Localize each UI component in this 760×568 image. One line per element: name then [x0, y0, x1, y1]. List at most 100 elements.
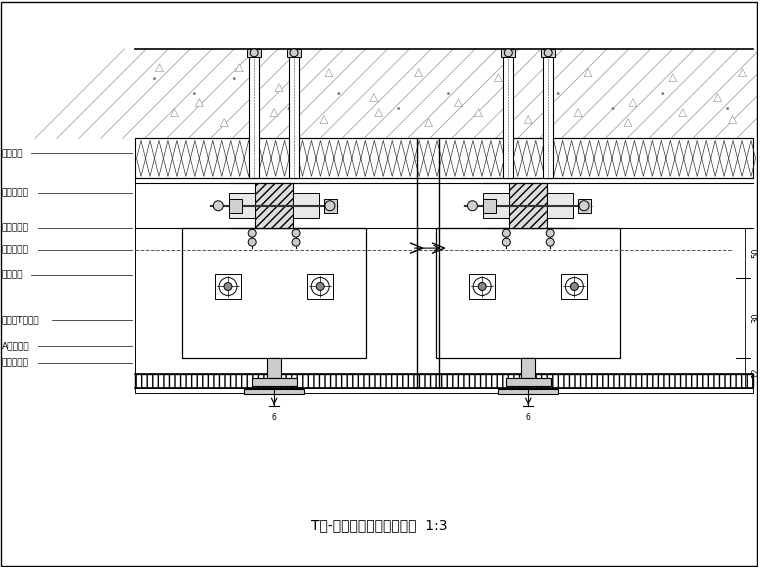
Bar — [255, 183, 293, 228]
Text: T型-陶瓷板干挂横剖节点图  1:3: T型-陶瓷板干挂横剖节点图 1:3 — [311, 518, 447, 532]
Polygon shape — [524, 115, 532, 123]
Polygon shape — [714, 94, 722, 102]
Polygon shape — [320, 115, 328, 123]
Bar — [135, 49, 752, 139]
Circle shape — [505, 49, 512, 57]
Text: 光学锚栓: 光学锚栓 — [2, 149, 24, 158]
Polygon shape — [270, 108, 278, 116]
Polygon shape — [220, 119, 228, 127]
Text: 连接角码: 连接角码 — [2, 270, 24, 279]
Polygon shape — [375, 108, 383, 116]
Circle shape — [507, 107, 509, 110]
Circle shape — [473, 278, 491, 295]
Polygon shape — [415, 69, 423, 77]
Circle shape — [214, 201, 223, 211]
Circle shape — [579, 201, 589, 211]
Circle shape — [612, 107, 614, 110]
Bar — [135, 374, 752, 388]
Text: 6: 6 — [526, 412, 530, 421]
Circle shape — [288, 107, 290, 110]
Polygon shape — [624, 119, 632, 127]
Polygon shape — [544, 89, 553, 97]
Circle shape — [316, 282, 325, 290]
Circle shape — [467, 201, 477, 211]
Polygon shape — [729, 115, 736, 123]
Bar — [307, 274, 333, 299]
Bar — [521, 358, 535, 378]
Text: 幕墙竖龙骨: 幕墙竖龙骨 — [2, 245, 29, 254]
Circle shape — [249, 238, 256, 246]
Polygon shape — [474, 108, 483, 116]
Circle shape — [502, 229, 510, 237]
Circle shape — [557, 93, 559, 95]
Bar — [182, 228, 366, 358]
Circle shape — [292, 229, 300, 237]
Polygon shape — [679, 108, 687, 116]
Bar — [483, 193, 509, 218]
Polygon shape — [195, 99, 204, 107]
Bar — [135, 388, 752, 392]
Circle shape — [546, 238, 554, 246]
Bar — [247, 49, 261, 57]
Bar — [578, 199, 591, 213]
Polygon shape — [156, 64, 163, 72]
Circle shape — [233, 77, 236, 80]
Circle shape — [565, 278, 584, 295]
Text: A型锚固件: A型锚固件 — [2, 341, 30, 350]
Text: 12: 12 — [752, 367, 760, 378]
Polygon shape — [495, 74, 502, 82]
Bar — [547, 193, 573, 218]
Circle shape — [250, 49, 258, 57]
Bar — [483, 199, 496, 213]
Bar — [252, 378, 296, 386]
Polygon shape — [739, 69, 746, 77]
Text: 6: 6 — [271, 412, 277, 421]
Circle shape — [290, 49, 298, 57]
Polygon shape — [275, 83, 283, 91]
Bar — [267, 358, 281, 378]
Polygon shape — [370, 94, 378, 102]
Circle shape — [219, 278, 237, 295]
Polygon shape — [170, 108, 179, 116]
Bar — [509, 183, 547, 228]
Bar — [287, 49, 301, 57]
Polygon shape — [669, 74, 677, 82]
Bar — [324, 199, 337, 213]
Text: 保温岩棉板: 保温岩棉板 — [2, 189, 29, 198]
Circle shape — [154, 77, 156, 80]
Circle shape — [662, 93, 664, 95]
Bar — [562, 274, 587, 299]
Bar — [230, 199, 242, 213]
Circle shape — [337, 93, 340, 95]
Circle shape — [727, 107, 729, 110]
Text: 30: 30 — [752, 312, 760, 323]
Polygon shape — [325, 69, 333, 77]
Bar — [215, 274, 241, 299]
Circle shape — [249, 229, 256, 237]
Bar — [230, 193, 255, 218]
Circle shape — [448, 93, 450, 95]
Bar — [293, 193, 319, 218]
Polygon shape — [629, 99, 637, 107]
Polygon shape — [454, 99, 463, 107]
Bar — [543, 49, 553, 178]
Bar — [469, 274, 495, 299]
Polygon shape — [574, 108, 582, 116]
Bar — [436, 228, 620, 358]
Circle shape — [397, 107, 400, 110]
Bar — [244, 389, 304, 394]
Bar — [502, 49, 515, 57]
Bar — [289, 49, 299, 178]
Circle shape — [292, 238, 300, 246]
Polygon shape — [236, 64, 243, 72]
Text: 不锈钢T型挂件: 不锈钢T型挂件 — [2, 315, 40, 324]
Bar — [135, 139, 752, 178]
Circle shape — [478, 282, 486, 290]
Bar — [506, 378, 551, 386]
Polygon shape — [425, 119, 432, 127]
Circle shape — [544, 49, 553, 57]
Bar — [499, 389, 558, 394]
Text: 50: 50 — [752, 248, 760, 258]
Bar — [503, 49, 513, 178]
Circle shape — [546, 229, 554, 237]
